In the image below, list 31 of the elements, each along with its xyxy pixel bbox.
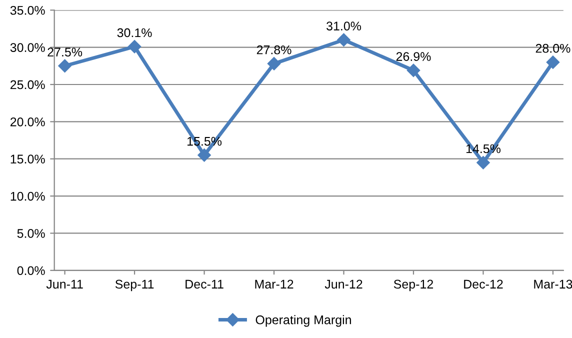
y-tick-label: 5.0% <box>17 229 45 238</box>
y-tick-label: 15.0% <box>10 154 45 164</box>
data-label: 27.8% <box>256 45 292 54</box>
x-tick-label: Jun-11 <box>46 280 83 289</box>
point <box>128 40 142 54</box>
point <box>406 64 420 77</box>
point <box>337 33 350 46</box>
x-tick-label: Dec-12 <box>464 280 503 289</box>
y-tick-label: 20.0% <box>10 117 45 126</box>
x-tick-label: Dec-11 <box>186 280 224 289</box>
x-tick-label: Jun-12 <box>324 280 362 289</box>
point <box>546 56 560 69</box>
data-label: 31.0% <box>326 22 362 30</box>
y-tick-label: 10.0% <box>10 192 45 201</box>
point <box>198 148 211 162</box>
legend-label: Operating Margin <box>256 315 351 327</box>
x-tick-label: Sep-12 <box>394 280 434 292</box>
data-label: 30.1% <box>117 28 152 38</box>
y-tick-label: 0.0% <box>17 266 45 276</box>
data-label: 26.9% <box>396 52 431 61</box>
y-tick-label: 35.0% <box>10 6 45 15</box>
y-tick-label: 30.0% <box>10 43 45 52</box>
data-label: 28.0% <box>536 44 570 53</box>
x-tick-label: Mar-13 <box>534 280 572 289</box>
data-label: 27.5% <box>48 48 82 56</box>
point <box>267 57 281 70</box>
point <box>58 59 72 72</box>
x-tick-label: Mar-12 <box>255 280 294 289</box>
x-tick-label: Sep-11 <box>115 280 154 292</box>
point <box>476 156 490 170</box>
y-tick-label: 25.0% <box>10 80 45 90</box>
